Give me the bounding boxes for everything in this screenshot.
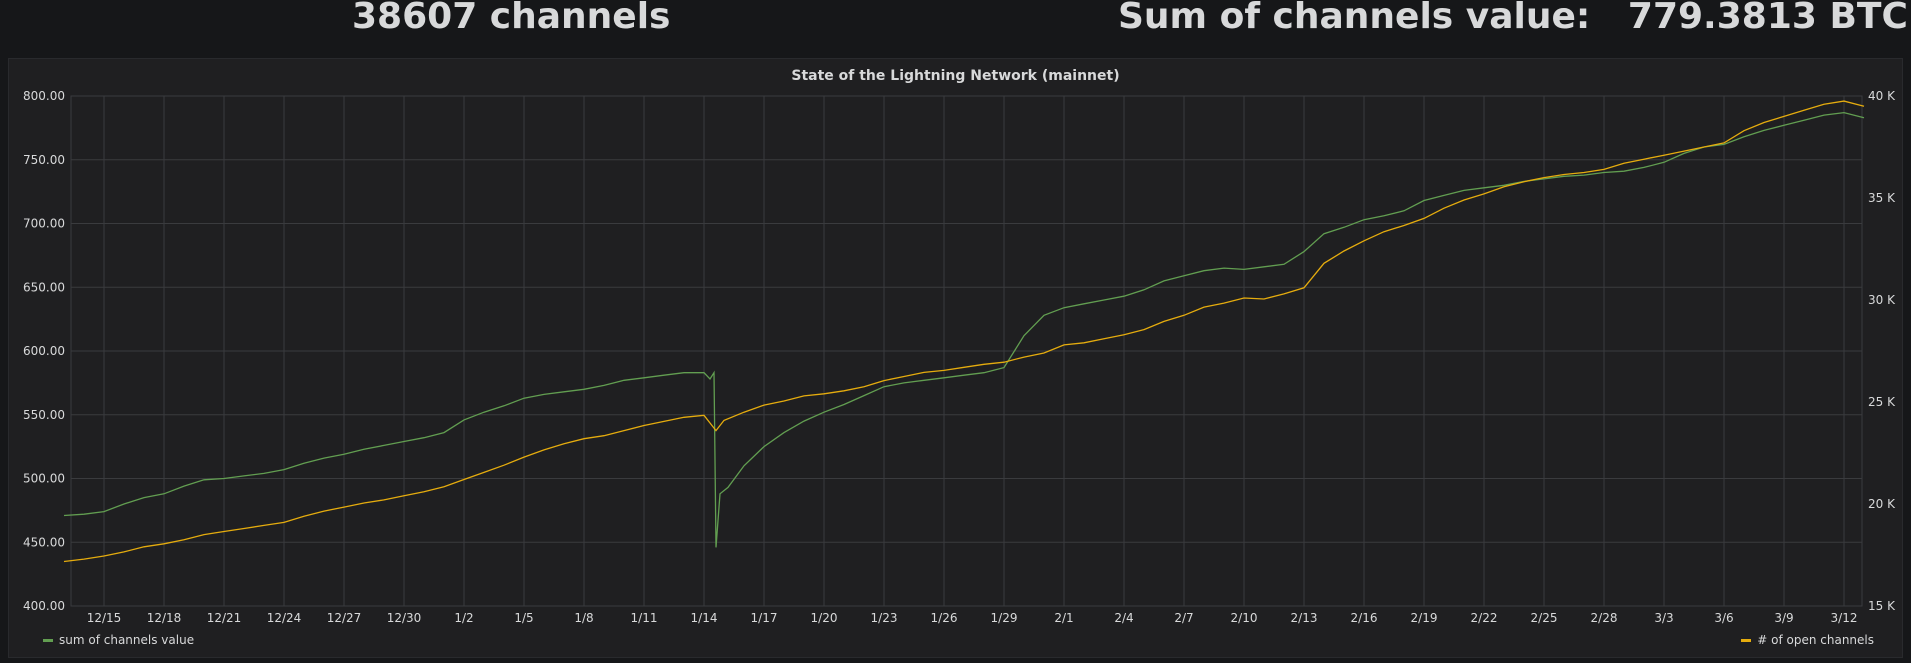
x-tick-label: 1/2 xyxy=(454,611,473,625)
legend-label-channels: # of open channels xyxy=(1757,633,1874,647)
x-tick-label: 1/14 xyxy=(691,611,718,625)
y-left-tick-label: 650.00 xyxy=(23,280,65,294)
x-tick-label: 1/17 xyxy=(751,611,778,625)
x-tick-label: 2/19 xyxy=(1411,611,1438,625)
y-left-tick-label: 600.00 xyxy=(23,344,65,358)
x-tick-label: 3/9 xyxy=(1774,611,1793,625)
plot-frame xyxy=(70,95,1863,607)
x-tick-label: 2/22 xyxy=(1471,611,1498,625)
y-right-tick-label: 35 K xyxy=(1868,191,1896,205)
x-tick-label: 12/30 xyxy=(387,611,422,625)
x-tick-label: 3/12 xyxy=(1831,611,1858,625)
series-line-open-channels xyxy=(63,100,1865,563)
y-right-tick-label: 25 K xyxy=(1868,395,1896,409)
x-tick-label: 12/21 xyxy=(207,611,242,625)
x-tick-label: 1/29 xyxy=(991,611,1018,625)
x-tick-label: 2/25 xyxy=(1531,611,1558,625)
y-right-tick-label: 20 K xyxy=(1868,497,1896,511)
channels-count-stat: 38607 channels xyxy=(352,0,671,37)
x-tick-label: 1/20 xyxy=(811,611,838,625)
y-left-tick-label: 550.00 xyxy=(23,408,65,422)
legend-open-channels[interactable]: # of open channels xyxy=(1741,633,1874,647)
x-tick-label: 12/24 xyxy=(267,611,302,625)
x-tick-label: 2/10 xyxy=(1231,611,1258,625)
x-tick-label: 2/7 xyxy=(1174,611,1193,625)
y-right-tick-label: 40 K xyxy=(1868,89,1896,103)
y-right-tick-label: 15 K xyxy=(1868,599,1896,613)
x-tick-label: 1/11 xyxy=(631,611,658,625)
y-left-tick-label: 700.00 xyxy=(23,217,65,231)
x-tick-label: 2/4 xyxy=(1114,611,1133,625)
lightning-network-chart[interactable]: 400.00 450.00 500.00 550.00 600.00 650.00 700.… xyxy=(9,59,1902,657)
chart-panel[interactable]: State of the Lightning Network (mainnet)… xyxy=(8,58,1903,658)
y-left-tick-label: 450.00 xyxy=(23,535,65,549)
y-right-tick-label: 30 K xyxy=(1868,293,1896,307)
channels-value-stat: Sum of channels value: 779.3813 BTC xyxy=(1118,0,1908,37)
x-tick-label: 1/5 xyxy=(514,611,533,625)
x-tick-label: 1/23 xyxy=(871,611,898,625)
y-left-tick-label: 750.00 xyxy=(23,153,65,167)
y-left-tick-label: 800.00 xyxy=(23,89,65,103)
legend-swatch-sum xyxy=(43,638,53,642)
x-tick-label: 2/13 xyxy=(1291,611,1318,625)
x-tick-label: 2/16 xyxy=(1351,611,1378,625)
legend-sum-of-channels-value[interactable]: sum of channels value xyxy=(43,633,194,647)
x-tick-label: 12/27 xyxy=(327,611,362,625)
x-tick-label: 1/26 xyxy=(931,611,958,625)
panel-title[interactable]: State of the Lightning Network (mainnet) xyxy=(791,68,1120,84)
stat-bar: 38607 channels Sum of channels value: 77… xyxy=(0,0,1911,52)
x-tick-label: 12/15 xyxy=(87,611,122,625)
x-tick-label: 1/8 xyxy=(574,611,593,625)
x-tick-label: 2/28 xyxy=(1591,611,1618,625)
x-tick-label: 12/18 xyxy=(147,611,182,625)
legend-swatch-channels xyxy=(1741,638,1752,642)
legend-label-sum: sum of channels value xyxy=(59,633,195,647)
series-line-sum-of-channels-value xyxy=(63,111,1865,548)
y-left-tick-label: 500.00 xyxy=(23,472,65,486)
x-tick-label: 3/3 xyxy=(1654,611,1673,625)
x-tick-label: 3/6 xyxy=(1714,611,1733,625)
y-left-tick-label: 400.00 xyxy=(23,599,65,613)
x-tick-label: 2/1 xyxy=(1054,611,1073,625)
